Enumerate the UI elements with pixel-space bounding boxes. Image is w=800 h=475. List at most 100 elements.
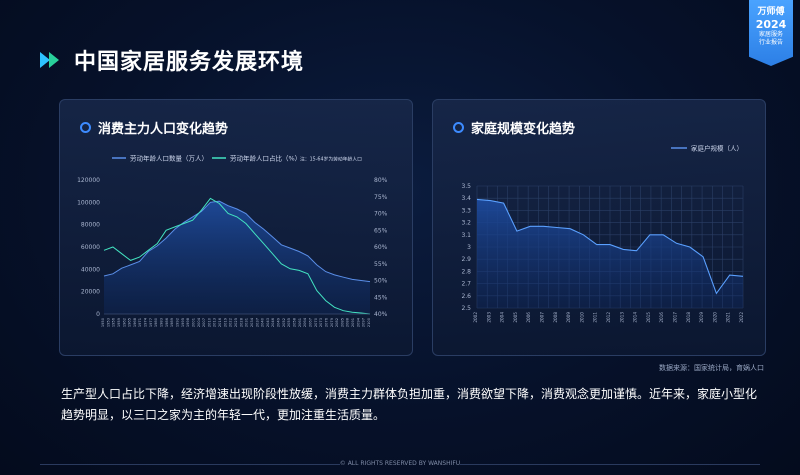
right-axis-tick-label: 50% xyxy=(374,278,388,285)
x-axis-tick-label: 2076 xyxy=(324,317,328,327)
x-axis-tick-label: 1980 xyxy=(154,317,158,327)
x-axis-tick-label: 2004 xyxy=(197,317,201,327)
x-axis-tick-label: 2049 xyxy=(277,317,281,327)
x-axis-tick-label: 1989 xyxy=(170,317,174,327)
x-axis-tick-label: 2008 xyxy=(553,312,558,323)
y-axis-tick-label: 2.9 xyxy=(461,256,471,263)
y-axis-tick-label: 2.8 xyxy=(461,268,471,275)
x-axis-tick-label: 2015 xyxy=(646,312,651,323)
badge-sub1: 家居服务 xyxy=(758,31,783,38)
left-axis-tick-label: 0 xyxy=(96,311,100,318)
x-axis-tick-label: 2013 xyxy=(619,312,624,323)
footer-copyright: © ALL RIGHTS RESERVED BY WANSHIFU xyxy=(339,460,461,467)
right-axis-tick-label: 60% xyxy=(374,244,388,251)
report-badge: 万师傅 2024 家居服务 行业报告 xyxy=(749,0,793,66)
legend-label-household: 家庭户规模（人） xyxy=(691,144,743,153)
x-axis-tick-label: 2043 xyxy=(266,318,270,327)
x-axis-tick-label: 2025 xyxy=(234,318,238,327)
x-axis-tick-label: 1956 xyxy=(112,317,116,327)
y-axis-tick-label: 3.3 xyxy=(461,207,471,214)
circle-bullet-icon xyxy=(453,122,464,133)
x-axis-tick-label: 2058 xyxy=(293,317,297,327)
x-axis-tick-label: 2002 xyxy=(473,312,478,323)
population-chart-title: 消费主力人口变化趋势 xyxy=(98,122,229,137)
x-axis-tick-label: 2013 xyxy=(213,318,217,327)
x-axis-tick-label: 2067 xyxy=(308,318,312,327)
y-axis-tick-label: 3 xyxy=(467,244,471,251)
play-arrows-icon xyxy=(40,52,59,68)
left-axis-tick-label: 120000 xyxy=(77,177,100,184)
badge-sub2: 行业报告 xyxy=(758,39,783,46)
x-axis-tick-label: 2028 xyxy=(239,317,243,327)
x-axis-tick-label: 1959 xyxy=(117,317,121,327)
x-axis-tick-label: 2061 xyxy=(298,318,302,327)
data-source: 数据来源：国家统计局，育娲人口 xyxy=(659,364,764,372)
x-axis-tick-label: 2094 xyxy=(356,317,360,327)
circle-bullet-icon xyxy=(80,122,91,133)
x-axis-tick-label: 2009 xyxy=(566,312,571,323)
x-axis-tick-label: 1995 xyxy=(181,318,185,327)
right-axis-tick-label: 40% xyxy=(374,311,388,318)
workforce-area xyxy=(104,201,370,314)
household-panel: 家庭规模变化趋势 家庭户规模（人） 2.5 2.6 2.7 2.8 2.9 3 3.1 3.2 3… xyxy=(432,99,766,356)
y-axis-tick-label: 3.4 xyxy=(461,195,471,202)
left-axis-tick-label: 80000 xyxy=(81,222,100,229)
x-axis-tick-label: 1965 xyxy=(128,318,132,327)
y-axis-tick-label: 3.1 xyxy=(461,232,471,239)
legend-note: 注：15-64岁为劳动年龄人口 xyxy=(300,156,362,163)
y-axis-tick-label: 2.6 xyxy=(461,293,471,300)
x-axis-tick-label: 2037 xyxy=(255,318,259,327)
x-axis-tick-label: 1977 xyxy=(149,318,153,327)
x-axis-tick-label: 2046 xyxy=(271,317,275,327)
x-axis-tick-label: 2006 xyxy=(526,312,531,323)
population-chart-title-wrap: 消费主力人口变化趋势 xyxy=(80,118,228,137)
x-axis-tick-label: 2052 xyxy=(282,318,286,327)
left-axis-tick-label: 60000 xyxy=(81,244,100,251)
left-axis-tick-label: 40000 xyxy=(81,266,100,273)
x-axis-tick-label: 2010 xyxy=(207,317,211,327)
x-axis-tick-label: 2091 xyxy=(351,318,355,327)
x-axis-tick-label: 2034 xyxy=(250,317,254,327)
right-axis-tick-label: 45% xyxy=(374,294,388,301)
x-axis-tick-label: 2018 xyxy=(686,312,691,323)
x-axis-tick-label: 2088 xyxy=(346,317,350,327)
legend-label-workforce: 劳动年龄人口数量（万人） xyxy=(130,154,208,163)
x-axis-tick-label: 2040 xyxy=(261,317,265,327)
x-axis-tick-label: 2079 xyxy=(330,317,334,327)
x-axis-tick-label: 2073 xyxy=(319,318,323,327)
x-axis-tick-label: 2001 xyxy=(191,318,195,327)
x-axis-tick-label: 2055 xyxy=(287,318,291,327)
x-axis-tick-label: 2017 xyxy=(673,312,678,323)
y-axis-tick-label: 3.5 xyxy=(461,183,471,190)
x-axis-tick-label: 2082 xyxy=(335,318,339,327)
x-axis-tick-label: 1962 xyxy=(122,318,126,327)
x-axis-tick-label: 2012 xyxy=(606,312,611,323)
right-axis-tick-label: 65% xyxy=(374,227,388,234)
population-chart: 劳动年龄人口数量（万人） 劳动年龄人口占比（%）注：15-64岁为劳动年龄人口 0 2… xyxy=(77,154,388,328)
x-axis-tick-label: 1950 xyxy=(101,317,105,327)
x-axis-tick-label: 2022 xyxy=(739,312,744,323)
x-axis-tick-label: 2019 xyxy=(699,312,704,323)
household-chart-title: 家庭规模变化趋势 xyxy=(471,122,576,137)
y-axis-tick-label: 2.5 xyxy=(461,305,471,312)
badge-year: 2024 xyxy=(755,18,787,31)
x-axis-tick-label: 2020 xyxy=(712,312,717,323)
workforce-line xyxy=(103,200,371,283)
x-axis-tick-label: 2011 xyxy=(593,312,598,323)
y-axis-tick-label: 2.7 xyxy=(461,281,471,288)
household-chart-title-wrap: 家庭规模变化趋势 xyxy=(453,118,575,137)
x-axis-tick-label: 2100 xyxy=(367,317,371,327)
x-axis-tick-label: 2004 xyxy=(500,312,505,323)
y-axis-tick-label: 3.2 xyxy=(461,220,471,227)
x-axis-tick-label: 1971 xyxy=(138,318,142,327)
x-axis-tick-label: 2085 xyxy=(340,318,344,327)
x-axis-tick-label: 2021 xyxy=(726,312,731,323)
title-area: 中国家居服务发展环境 xyxy=(40,44,304,76)
household-line xyxy=(476,198,744,295)
x-axis-tick-label: 2007 xyxy=(540,312,545,323)
x-axis-tick-label: 1968 xyxy=(133,317,137,327)
left-axis-tick-label: 100000 xyxy=(77,199,100,206)
footer-divider-left xyxy=(40,464,340,465)
description-text: 生产型人口占比下降，经济增速出现阶段性放缓，消费主力群体负担加重，消费欲望下降，… xyxy=(61,387,758,422)
legend-label-ratio: 劳动年龄人口占比（%） xyxy=(230,154,301,163)
